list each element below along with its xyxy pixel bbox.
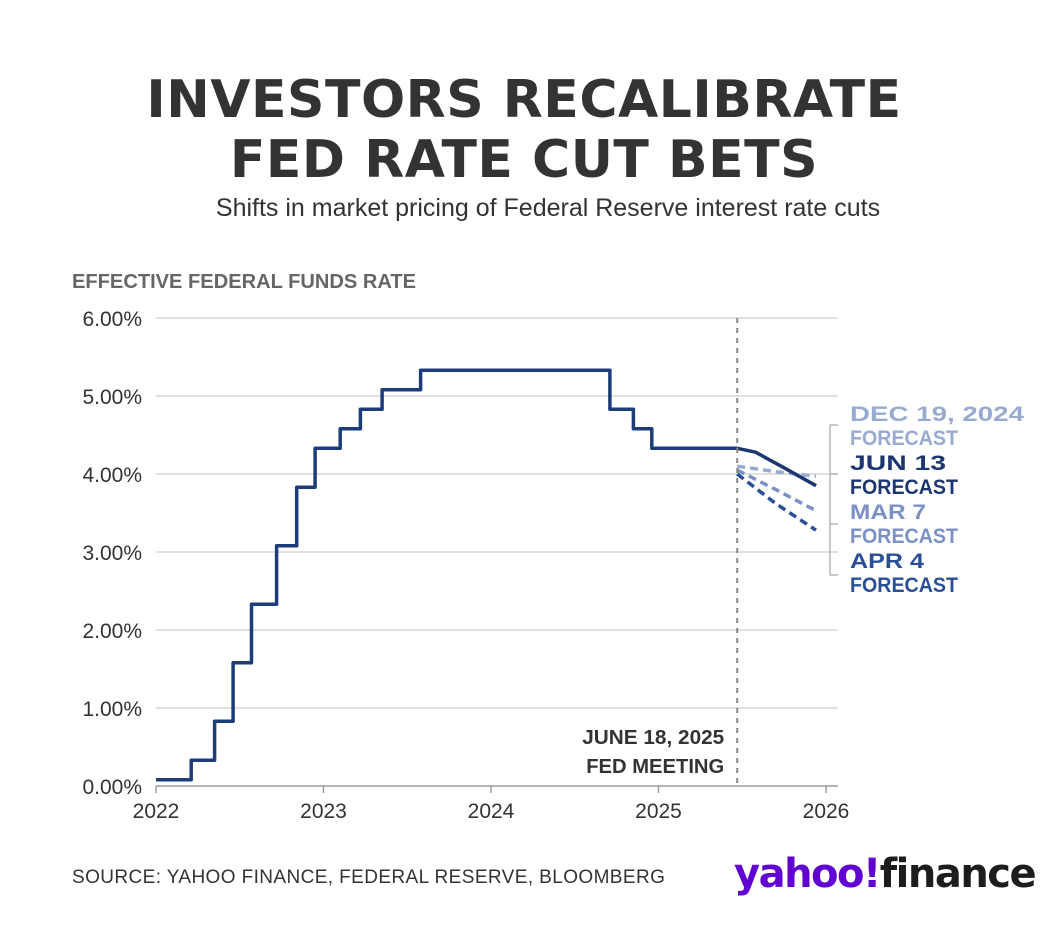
- dec19-label-line1: DEC 19, 2024: [850, 403, 1024, 426]
- logo-yahoo: yahoo!: [734, 851, 881, 897]
- logo-finance: finance: [879, 851, 1037, 897]
- chart-title: INVESTORS RECALIBRATE FED RATE CUT BETS: [0, 70, 1048, 190]
- title-line-2: FED RATE CUT BETS: [229, 130, 819, 190]
- x-tick-label: 2022: [133, 800, 180, 823]
- y-tick-label: 6.00%: [82, 308, 142, 331]
- source-note: SOURCE: YAHOO FINANCE, FEDERAL RESERVE, …: [72, 867, 666, 888]
- jun13-label-line2: FORECAST: [850, 476, 958, 499]
- y-tick-label: 1.00%: [82, 698, 142, 721]
- apr4-forecast-line: [736, 472, 817, 532]
- x-tick-label: 2025: [635, 800, 682, 823]
- jun13-label-line1: JUN 13: [850, 452, 946, 475]
- fed-meeting-label-line1: JUNE 18, 2025: [582, 727, 724, 749]
- y-tick-label: 0.00%: [82, 776, 142, 799]
- apr4-label-line1: APR 4: [850, 550, 924, 573]
- mar7-label-line2: FORECAST: [850, 525, 958, 548]
- grid-lines: [155, 317, 838, 793]
- x-tick-labels: 2022 2023 2024 2025 2026: [133, 800, 850, 823]
- mar7-forecast-line: [736, 468, 817, 513]
- fed-meeting-annotation: JUNE 18, 2025 FED MEETING: [582, 318, 739, 786]
- legend-bracket: [829, 424, 838, 576]
- y-tick-labels: 0.00% 1.00% 2.00% 3.00% 4.00% 5.00% 6.00%: [82, 308, 142, 799]
- jun13-forecast-line: [736, 446, 817, 488]
- x-tick-label: 2024: [468, 800, 515, 823]
- chart-subtitle: Shifts in market pricing of Federal Rese…: [215, 194, 881, 222]
- mar7-label-line1: MAR 7: [850, 501, 926, 524]
- y-tick-label: 2.00%: [82, 620, 142, 643]
- x-tick-label: 2023: [300, 800, 347, 823]
- apr4-label-line2: FORECAST: [850, 574, 958, 597]
- y-tick-label: 4.00%: [82, 464, 142, 487]
- y-tick-label: 5.00%: [82, 386, 142, 409]
- yahoo-finance-logo: yahoo!finance: [734, 850, 1037, 898]
- y-tick-label: 3.00%: [82, 542, 142, 565]
- dec19-label-line2: FORECAST: [850, 427, 958, 450]
- fed-meeting-label-line2: FED MEETING: [586, 756, 724, 778]
- historical-rate-line: [156, 368, 738, 782]
- dec19-forecast-line: [736, 464, 817, 479]
- x-tick-label: 2026: [803, 800, 850, 823]
- title-line-1: INVESTORS RECALIBRATE: [146, 70, 902, 130]
- series-lines: [156, 368, 817, 782]
- y-axis-title: EFFECTIVE FEDERAL FUNDS RATE: [72, 271, 416, 293]
